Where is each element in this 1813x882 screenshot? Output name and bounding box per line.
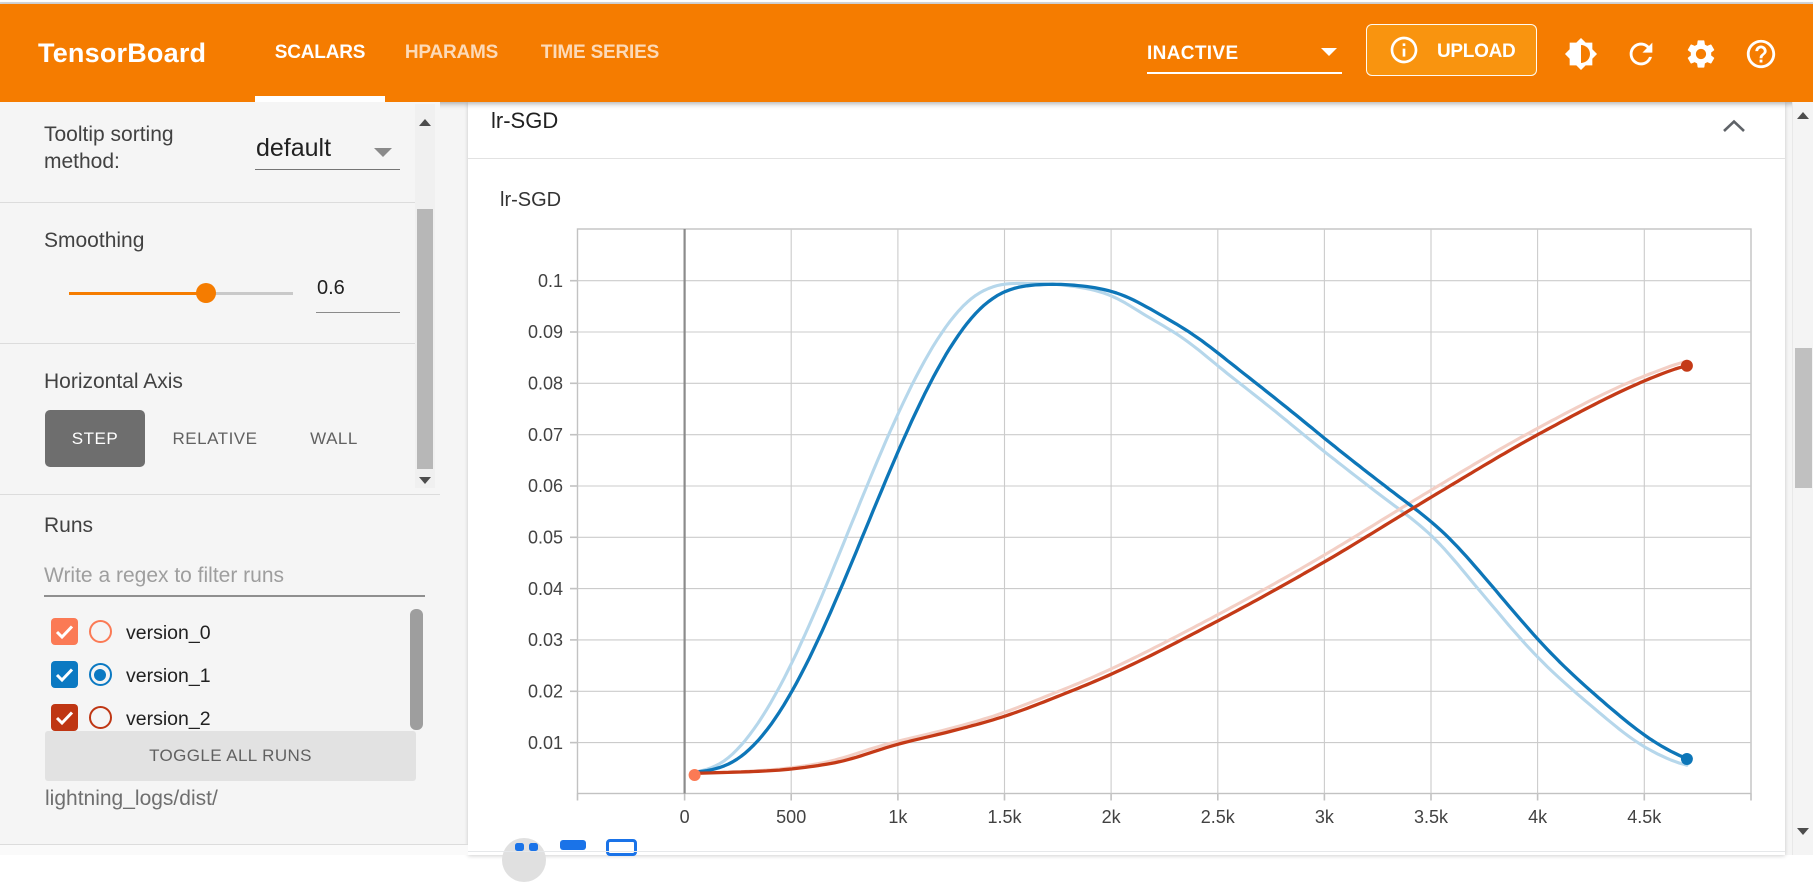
svg-text:3k: 3k — [1315, 807, 1335, 827]
svg-text:0.08: 0.08 — [528, 374, 563, 394]
svg-text:2k: 2k — [1102, 807, 1122, 827]
svg-text:1.5k: 1.5k — [987, 807, 1022, 827]
svg-text:3.5k: 3.5k — [1414, 807, 1449, 827]
svg-text:0: 0 — [680, 807, 690, 827]
svg-text:500: 500 — [776, 807, 806, 827]
svg-text:4.5k: 4.5k — [1627, 807, 1662, 827]
svg-text:0.07: 0.07 — [528, 425, 563, 445]
svg-text:1k: 1k — [888, 807, 908, 827]
svg-text:0.06: 0.06 — [528, 476, 563, 496]
svg-text:0.05: 0.05 — [528, 528, 563, 548]
svg-text:0.03: 0.03 — [528, 630, 563, 650]
svg-text:2.5k: 2.5k — [1201, 807, 1236, 827]
svg-text:0.04: 0.04 — [528, 579, 563, 599]
svg-text:0.01: 0.01 — [528, 733, 563, 753]
svg-text:0.02: 0.02 — [528, 682, 563, 702]
svg-text:0.09: 0.09 — [528, 322, 563, 342]
svg-text:0.1: 0.1 — [538, 271, 563, 291]
svg-text:4k: 4k — [1528, 807, 1548, 827]
